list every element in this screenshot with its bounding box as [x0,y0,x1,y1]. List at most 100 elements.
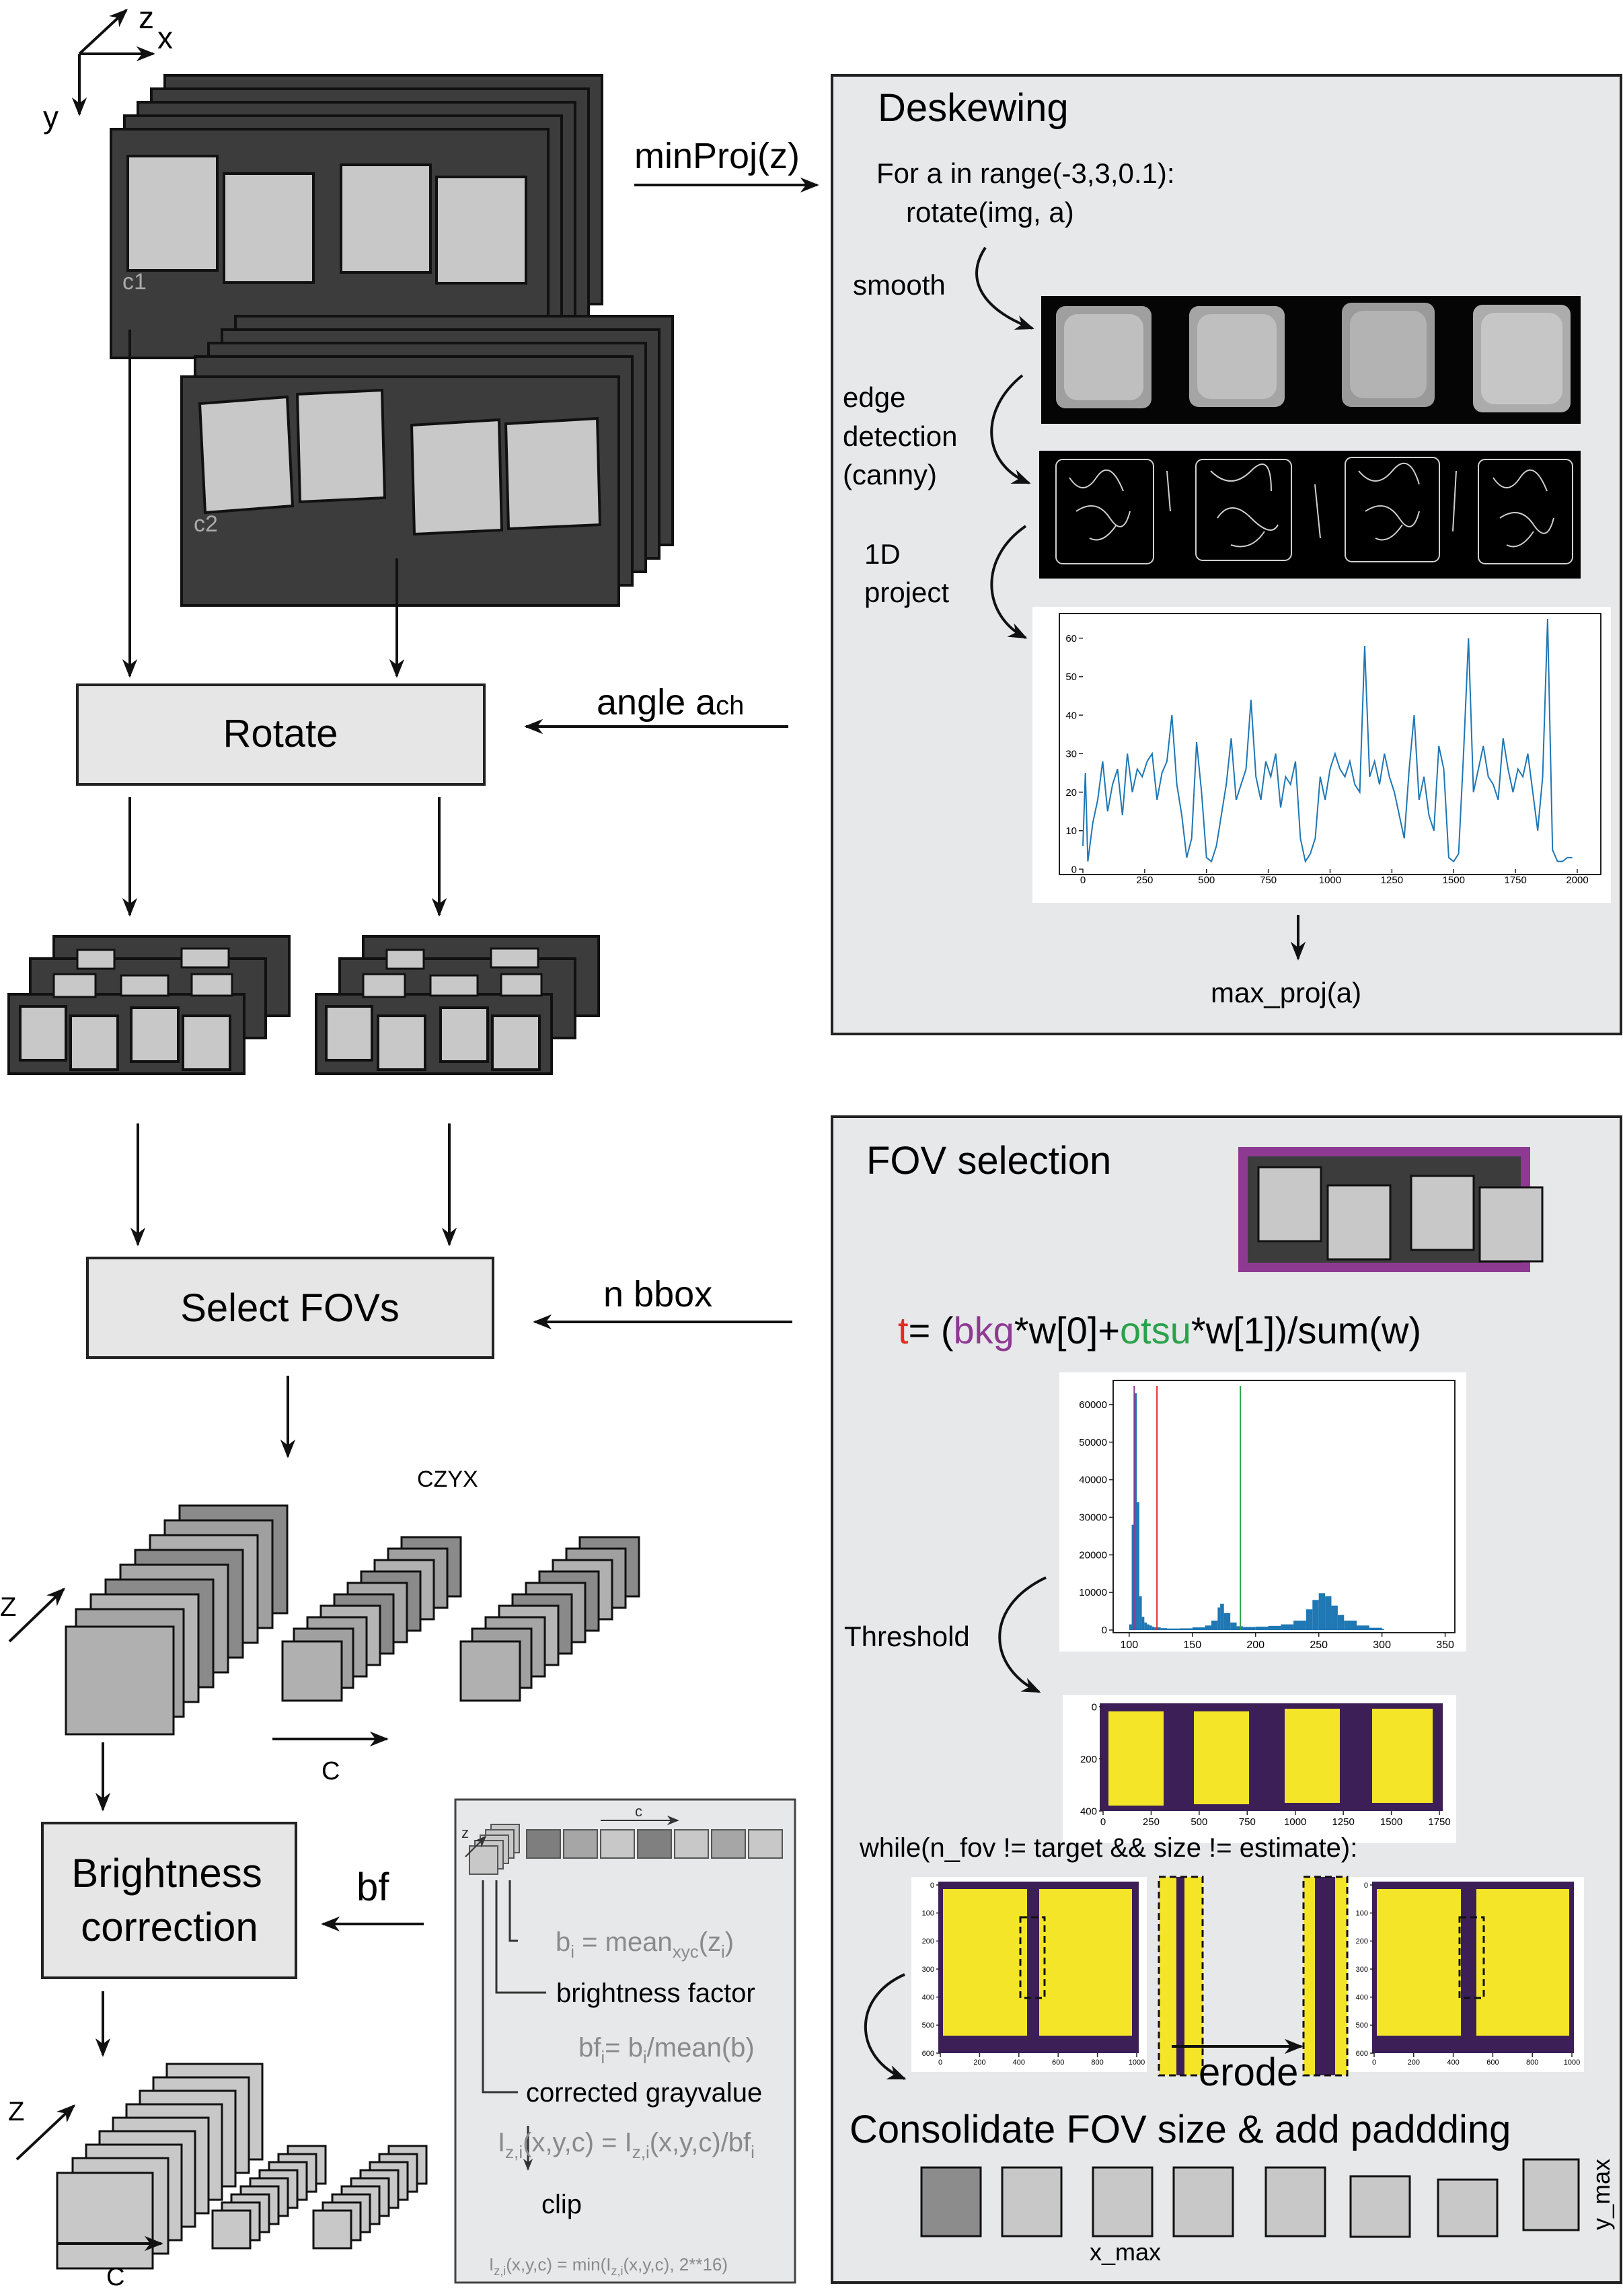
histogram-bar [1144,1622,1147,1630]
erode-output-ytick-label: 100 [1356,1910,1368,1918]
erode-output-ytick-label: 600 [1356,2050,1368,2058]
histogram-bar [1325,1596,1332,1630]
brightness-label-2: correction [81,1904,258,1950]
histogram-bar [1167,1628,1180,1630]
corrected-stack-1 [56,2063,264,2270]
histogram-bar [1152,1626,1155,1630]
deskewing-title: Deskewing [878,86,1069,130]
step-edge-1: edge [843,381,905,413]
bf-label: bf [356,1865,389,1909]
projection-xtick-label: 1750 [1504,875,1526,886]
select-fovs-box: Select FOVs [86,1257,494,1359]
y-max-label: y_max [1587,2159,1615,2230]
mask-ticks: 0 250 500 750 1000 1250 1500 1750 400 200 0 [1080,1701,1451,1828]
c-label-2: C [106,2263,124,2291]
mask-ytick-label: 200 [1080,1754,1097,1765]
erode-label: erode [1199,2050,1298,2094]
rotated-stack-c2 [315,935,600,1075]
erode-output-xtick-label: 0 [1372,2059,1376,2067]
erode-output-ytick-label: 400 [1356,1994,1368,2002]
x-max-label: x_max [1090,2238,1161,2266]
corrected-grayvalue-label: corrected grayvalue [526,2078,762,2108]
projection-ytick-label: 50 [1065,671,1077,683]
histogram-bars [1129,1393,1384,1630]
brightness-factor-label: brightness factor [556,1978,755,2008]
histogram-bar [1281,1624,1294,1630]
projection-xtick-label: 750 [1260,875,1277,886]
histogram-bar [1223,1613,1231,1630]
mask-xtick-label: 1000 [1284,1816,1306,1828]
histogram-xtick-label: 300 [1373,1639,1391,1651]
mask-image: 0 250 500 750 1000 1250 1500 1750 400 200 0 [1063,1695,1456,1843]
projection-ytick-label: 20 [1065,787,1077,799]
axis-x-label: x [157,20,173,55]
z-arrow-2 [15,2104,76,2161]
histogram-bar [1192,1627,1205,1630]
while-condition: while(n_fov != target && size != estimat… [859,1833,1357,1863]
histogram-bar [1141,1617,1145,1630]
histogram-xtick-label: 100 [1120,1639,1138,1651]
mask-xtick-label: 250 [1143,1816,1160,1828]
histogram-bar [1205,1625,1211,1630]
histogram-bar [1344,1621,1357,1630]
angle-label: angle ach [597,682,744,723]
rotated-stack-c1 [7,935,291,1075]
erode-zoom-before [1158,1876,1204,2077]
projection-ytick-label: 40 [1065,710,1077,721]
histogram-bar [1293,1621,1306,1630]
erode-input-ytick-label: 400 [922,1994,934,2002]
czyx-stack-3 [459,1536,640,1702]
histogram-ytick-label: 10000 [1079,1587,1107,1598]
histogram-ytick-label: 60000 [1079,1399,1107,1411]
erode-input-xtick-label: 0 [938,2059,942,2067]
smoothed-image [1041,296,1581,424]
erode-input-xtick-label: 600 [1052,2059,1064,2067]
mask-ytick-label: 400 [1080,1806,1097,1817]
mask-xtick-label: 1250 [1332,1816,1354,1828]
erode-input-ytick-label: 0 [930,1882,934,1890]
histogram-bar [1217,1607,1221,1630]
corrected-formula: Iz,i(x,y,c) = Iz,i(x,y,c)/bfi [498,2128,755,2162]
histogram-bar [1131,1524,1135,1630]
bf-formula: bfi= bi/mean(b) [578,2033,755,2067]
histogram-bar [1230,1622,1237,1630]
clip-label: clip [541,2190,582,2219]
projection-xtick-label: 250 [1136,875,1153,886]
histogram-ytick-label: 0 [1102,1625,1107,1636]
channel-c2-label: c2 [194,511,218,537]
histogram-xtick-label: 200 [1246,1639,1265,1651]
erode-output-ytick-label: 0 [1364,1882,1368,1890]
minproj-label: minProj(z) [634,136,800,176]
czyx-stack-1 [65,1504,289,1736]
z-label-2: Z [8,2097,24,2126]
histogram-bar [1179,1628,1193,1630]
histogram-bar [1255,1626,1269,1630]
projection-xtick-label: 2000 [1566,875,1588,886]
rotate-label: Rotate [223,712,338,755]
histogram-bar [1331,1605,1338,1630]
corrected-stack-3 [312,2145,428,2250]
bc-z-label: z [461,1824,469,1841]
erode-output-xtick-label: 600 [1486,2059,1499,2067]
bbox-label: n bbox [603,1274,712,1314]
erode-output-xtick-label: 1000 [1564,2059,1580,2067]
mask-xtick-label: 750 [1239,1816,1256,1828]
bi-formula: bi = meanxyc(zi) [556,1927,734,1962]
loop-line-2: rotate(img, a) [906,196,1074,228]
loop-line-1: For a in range(-3,3,0.1): [876,157,1175,189]
brightness-box: Brightness correction [41,1822,297,1979]
histogram-xtick-label: 250 [1310,1639,1328,1651]
czyx-stack-2 [281,1536,462,1702]
mask-ytick-label: 0 [1092,1701,1097,1713]
select-fovs-label: Select FOVs [180,1286,400,1330]
erode-output-ytick-label: 300 [1356,1966,1368,1974]
erode-input-xtick-label: 800 [1091,2059,1103,2067]
brightness-detail-panel: z c bi = meanxyc(zi) brightness factor b… [454,1798,796,2284]
histogram-ytick-label: 50000 [1079,1437,1107,1448]
projection-xtick-label: 1500 [1443,875,1465,886]
histogram-bar [1139,1596,1142,1630]
stack-c2-fovs [198,388,602,536]
